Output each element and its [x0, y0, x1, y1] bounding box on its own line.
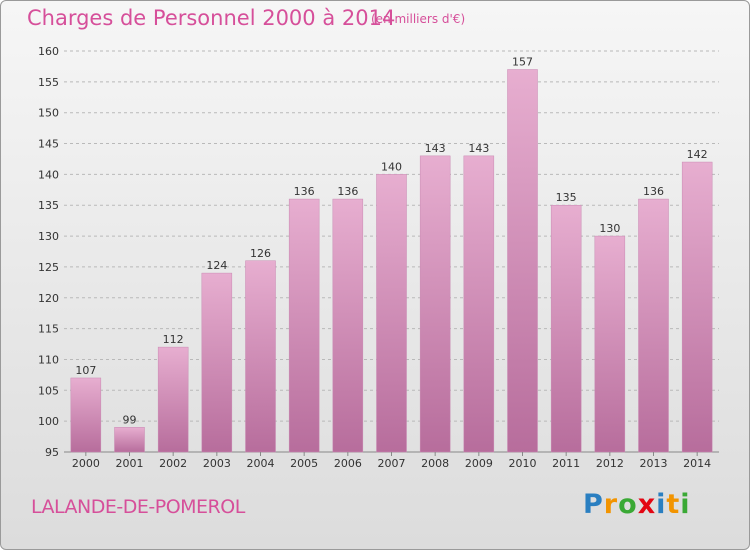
- data-label: 99: [123, 413, 137, 426]
- data-label: 135: [556, 191, 577, 204]
- x-tick-label: 2014: [683, 457, 711, 470]
- x-tick-label: 2000: [72, 457, 100, 470]
- data-label: 136: [643, 185, 664, 198]
- commune-name: LALANDE-DE-POMEROL: [31, 496, 245, 518]
- bar: [114, 427, 145, 453]
- bar: [288, 198, 320, 453]
- y-tick-label: 125: [38, 261, 59, 274]
- y-tick-label: 100: [38, 415, 59, 428]
- x-tick-label: 2002: [159, 457, 187, 470]
- data-label: 140: [381, 160, 402, 173]
- y-tick-label: 135: [38, 199, 59, 212]
- data-label: 107: [75, 364, 96, 377]
- chart-title: Charges de Personnel 2000 à 2014: [27, 6, 396, 30]
- x-tick-label: 2001: [116, 457, 144, 470]
- y-tick-label: 95: [45, 446, 59, 459]
- x-tick-label: 2004: [247, 457, 275, 470]
- bar: [376, 174, 407, 453]
- y-tick-label: 130: [38, 230, 59, 243]
- bar: [550, 204, 582, 453]
- x-tick-label: 2012: [596, 457, 624, 470]
- data-label: 143: [468, 142, 489, 155]
- logo-letter: x: [637, 489, 657, 520]
- x-tick-label: 2006: [334, 457, 362, 470]
- logo-letter: i: [656, 489, 667, 520]
- x-tick-label: 2011: [552, 457, 580, 470]
- logo-letter: r: [603, 489, 619, 520]
- y-tick-label: 120: [38, 292, 59, 305]
- x-tick-label: 2005: [290, 457, 318, 470]
- x-tick-label: 2013: [640, 457, 668, 470]
- bar: [157, 346, 189, 453]
- x-tick-label: 2007: [378, 457, 406, 470]
- data-label: 136: [294, 185, 315, 198]
- bar: [594, 235, 626, 453]
- bar: [70, 377, 102, 453]
- y-tick-label: 145: [38, 138, 59, 151]
- logo-letter: i: [680, 489, 691, 520]
- y-tick-label: 140: [38, 168, 59, 181]
- data-label: 136: [337, 185, 358, 198]
- logo-letter: P: [583, 489, 604, 520]
- bar: [245, 260, 276, 453]
- bar: [507, 69, 538, 453]
- y-tick-label: 150: [38, 107, 59, 120]
- y-tick-label: 115: [38, 323, 59, 336]
- y-tick-label: 160: [38, 45, 59, 58]
- data-label: 124: [206, 259, 227, 272]
- bar: [463, 155, 495, 453]
- x-tick-label: 2008: [421, 457, 449, 470]
- logo-letter: o: [618, 489, 638, 520]
- data-label: 157: [512, 56, 533, 69]
- data-label: 143: [425, 142, 446, 155]
- bar: [419, 155, 451, 453]
- y-tick-label: 110: [38, 353, 59, 366]
- data-label: 142: [687, 148, 708, 161]
- bar: [201, 272, 233, 453]
- bar: [638, 198, 669, 453]
- logo-letter: t: [666, 489, 681, 520]
- x-tick-label: 2010: [509, 457, 537, 470]
- chart-subtitle: (en milliers d'€): [371, 12, 466, 26]
- data-label: 130: [599, 222, 620, 235]
- x-tick-label: 2003: [203, 457, 231, 470]
- x-tick-label: 2009: [465, 457, 493, 470]
- y-tick-label: 105: [38, 384, 59, 397]
- y-tick-label: 155: [38, 76, 59, 89]
- data-label: 112: [163, 333, 184, 346]
- proxiti-logo: Proxiti: [583, 489, 691, 520]
- data-label: 126: [250, 247, 271, 260]
- bar: [681, 161, 713, 453]
- bar: [332, 198, 364, 453]
